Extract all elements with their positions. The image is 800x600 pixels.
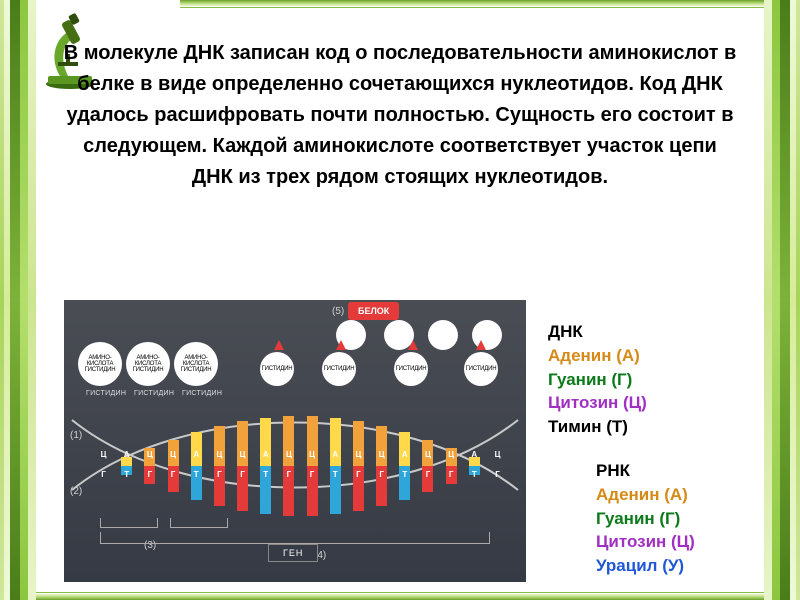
histidine-mini-label: ГИСТИДИН (86, 390, 126, 397)
dna-adenine: Аденин (А) (548, 344, 695, 368)
main-heading: В молекуле ДНК записан код о последовате… (60, 38, 740, 193)
top-bar (180, 0, 764, 8)
triplet-bracket (170, 518, 228, 528)
gene-label: ГЕН (268, 544, 318, 562)
histidine-mini-label: ГИСТИДИН (182, 390, 222, 397)
dna-title: ДНК (548, 320, 695, 344)
rna-uracil: Урацил (У) (596, 554, 695, 578)
right-border-stripes (764, 0, 800, 600)
rna-title: РНК (596, 459, 695, 483)
rna-guanine: Гуанин (Г) (596, 507, 695, 531)
dna-thymine: Тимин (Т) (548, 415, 695, 439)
bottom-bar (36, 592, 764, 600)
nucleotide-bars: ЦГАТЦГЦГАТЦГЦГАТЦГЦГАТЦГЦГАТЦГЦГАТЦГ (84, 400, 506, 532)
rna-cytosine: Цитозин (Ц) (596, 530, 695, 554)
diagram-label-2: (2) (70, 486, 82, 497)
gene-bracket (100, 532, 490, 544)
diagram-label-1: (1) (70, 430, 82, 441)
left-border-stripes (0, 0, 36, 600)
histidine-mini-label: ГИСТИДИН (134, 390, 174, 397)
rna-adenine: Аденин (А) (596, 483, 695, 507)
bases-legend: ДНК Аденин (А) Гуанин (Г) Цитозин (Ц) Ти… (548, 320, 695, 578)
dna-diagram: БЕЛОК (5) АМИНО- КИСЛОТА ГИСТИДИН АМИНО-… (64, 300, 526, 582)
triplet-bracket (100, 518, 158, 528)
dna-cytosine: Цитозин (Ц) (548, 391, 695, 415)
dna-guanine: Гуанин (Г) (548, 368, 695, 392)
